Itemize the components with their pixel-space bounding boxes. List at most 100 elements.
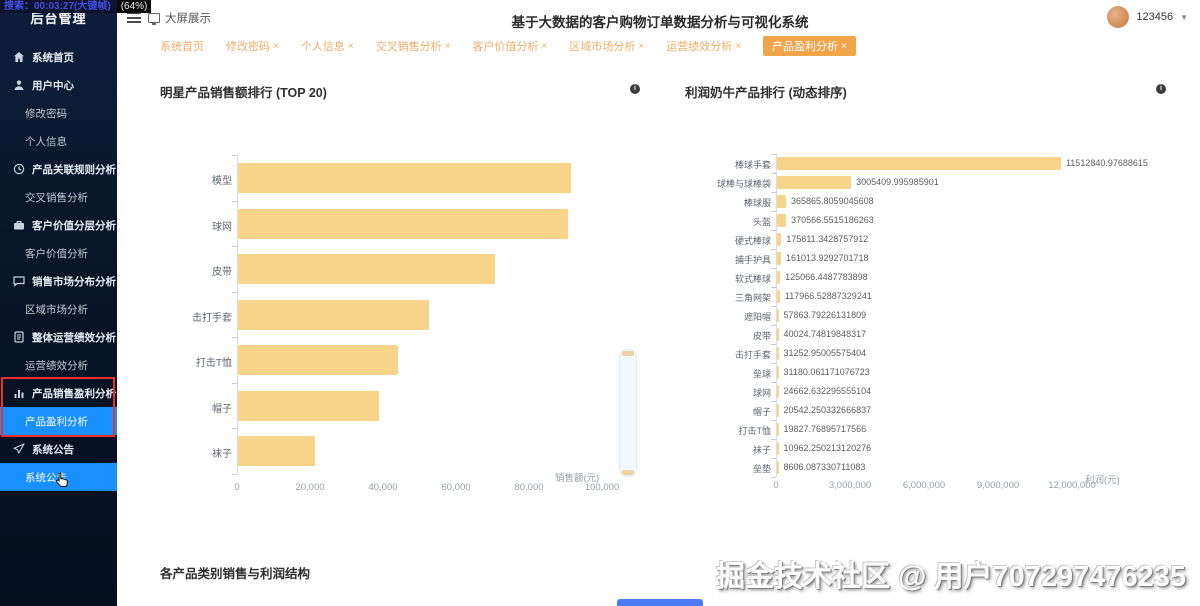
sidebar-item-group-1[interactable]: 用户中心 [0,71,117,99]
tab-close-icon[interactable]: × [841,40,847,52]
tab-label: 区域市场分析 [569,41,636,53]
value-label: 19827.76895717566 [783,424,867,434]
sidebar-item-label: 运营绩效分析 [25,359,88,372]
doc-icon [13,331,25,343]
chevron-down-icon: ▼ [1180,12,1188,22]
profit-bar-chart: 棒球手套 11512840.97688615 球棒与球棒袋 3005409.99598… [700,80,1200,510]
category-label: 模型 [212,176,232,187]
slider-top-handle[interactable] [622,351,634,356]
y-axis-tick [771,229,776,231]
tab-label: 系统首页 [160,41,204,53]
bar [777,403,779,417]
slider-bottom-handle[interactable] [622,470,634,475]
home-icon [13,51,25,63]
y-axis-tick [771,457,776,459]
category-label: 球网 [212,221,232,233]
user-menu[interactable]: 123456 ▼ [1107,6,1188,28]
tab-close-icon[interactable]: × [638,40,645,52]
tab-5[interactable]: 区域市场分析 × [569,38,644,54]
y-axis-tick [771,381,776,383]
value-label: 3005409.995985901 [856,177,939,187]
sidebar-item-9[interactable]: 区域市场分析 [0,295,117,323]
y-axis-tick [771,305,776,307]
sidebar-item-group-8[interactable]: 销售市场分布分析 [0,267,117,295]
right-chart-info-icon[interactable]: i [1156,84,1166,94]
y-axis-tick [771,267,776,269]
sidebar-item-group-4[interactable]: 产品关联规则分析 [0,155,117,183]
sidebar-item-5[interactable]: 交叉销售分析 [0,183,117,211]
sidebar-item-11[interactable]: 运营绩效分析 [0,351,117,379]
y-axis-tick [232,155,237,157]
left-chart-info-icon[interactable]: i [630,84,640,94]
sidebar-item-label: 产品销售盈利分析 [32,387,116,400]
sidebar-item-3[interactable]: 个人信息 [0,127,117,155]
tab-close-icon[interactable]: × [541,40,548,52]
bar [777,346,779,360]
x-tick-label: 40,000 [368,482,398,493]
sidebar-item-15[interactable]: 系统公告 [0,463,117,491]
tab-0[interactable]: 系统首页 [160,38,204,54]
sidebar-item-label: 系统公告 [32,443,74,456]
sidebar-item-label: 客户价值分层分析 [32,219,116,232]
value-label: 370566.5515186263 [791,215,874,225]
y-axis-tick [232,291,237,293]
rules-icon [13,163,25,175]
tab-close-icon[interactable]: × [347,40,354,52]
fullscreen-display-button[interactable]: 大屏展示 [148,10,211,26]
tab-3[interactable]: 交叉销售分析 × [376,38,451,54]
sidebar-item-group-14[interactable]: 系统公告 [0,435,117,463]
collapse-sidebar-icon[interactable] [127,12,141,23]
y-axis-tick [771,419,776,421]
sidebar-item-7[interactable]: 客户价值分析 [0,239,117,267]
bar [777,460,779,474]
tab-close-icon[interactable]: × [735,40,742,52]
category-label: 打击T恤 [195,358,232,369]
y-axis-tick [771,210,776,212]
bar [238,254,495,284]
tab-label: 运营绩效分析 [666,41,733,53]
category-label: 软式棒球 [734,273,771,284]
tab-6[interactable]: 运营绩效分析 × [666,38,741,54]
y-axis-tick [771,400,776,402]
value-label: 175611.3428757912 [786,234,869,244]
tab-2[interactable]: 个人信息 × [301,38,354,54]
sidebar-item-group-10[interactable]: 整体运营绩效分析 [0,323,117,351]
sidebar: 后台管理 系统首页 用户中心 修改密码 个人信息 产品关联规则分析 交叉销售分析 客户价值分… [0,0,117,606]
x-tick-label: 9,000,000 [976,480,1020,491]
sidebar-item-13[interactable]: 产品盈利分析 [0,407,117,435]
x-tick-label: 60,000 [441,482,471,493]
sales-bar-chart: 模型 球网 皮带 击打手套 打击T恤 帽子 袜子 0 20,000 40,000 60,000 80,… [160,80,660,510]
y-axis-tick [771,438,776,440]
tab-7[interactable]: 产品盈利分析 × [763,36,856,56]
fullscreen-display-label: 大屏展示 [165,13,211,25]
bottom-section-title: 各产品类别销售与利润结构 [160,567,311,581]
datazoom-slider[interactable] [619,349,637,477]
bar [238,345,398,375]
x-tick-label: 12,000,000 [1048,480,1096,491]
sidebar-item-group-0[interactable]: 系统首页 [0,43,117,71]
tab-4[interactable]: 客户价值分析 × [473,38,548,54]
monitor-icon [148,13,160,25]
category-label: 头盔 [752,216,771,227]
tab-label: 个人信息 [300,41,345,53]
category-label: 棒球服 [743,197,771,208]
sidebar-item-2[interactable]: 修改密码 [0,99,117,127]
bar [777,384,779,398]
tab-1[interactable]: 修改密码 × [226,38,279,54]
category-label: 棒球手套 [734,159,771,170]
category-label: 袜子 [752,444,771,455]
bottom-datazoom-strip[interactable] [617,599,703,606]
y-axis-line [776,154,777,477]
sidebar-item-group-6[interactable]: 客户价值分层分析 [0,211,117,239]
category-label: 皮带 [752,330,771,341]
y-axis-tick [232,382,237,384]
bar [777,327,779,341]
bar [777,422,779,436]
tab-close-icon[interactable]: × [273,40,279,52]
category-label: 球棒与球棒袋 [716,178,771,189]
bar [238,163,571,193]
sidebar-item-group-12[interactable]: 产品销售盈利分析 [0,379,117,407]
tab-close-icon[interactable]: × [444,40,451,52]
category-label: 球网 [752,387,771,398]
y-axis-tick [232,428,237,430]
